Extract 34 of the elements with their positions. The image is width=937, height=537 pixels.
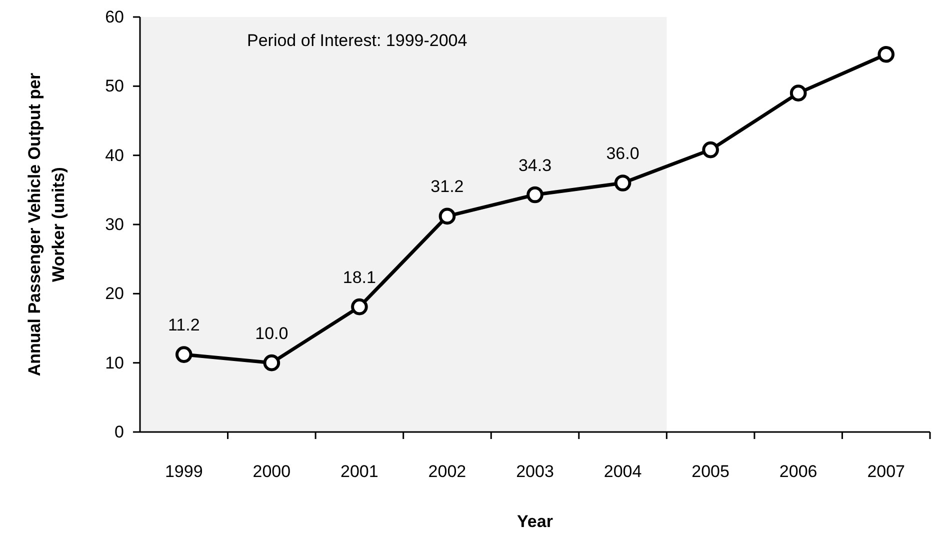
band-label: Period of Interest: 1999-2004 xyxy=(247,31,468,50)
x-tick-label: 2000 xyxy=(252,462,291,481)
point xyxy=(175,346,192,363)
y-tick-label: 60 xyxy=(105,7,124,26)
y-tick-label: 0 xyxy=(114,422,124,442)
y-axis-title: Annual Passenger Vehicle Output per Worker (units) xyxy=(25,72,68,376)
point xyxy=(438,208,456,225)
point xyxy=(614,174,632,192)
data-label: 34.3 xyxy=(518,156,552,175)
x-axis-title: Year xyxy=(517,512,554,531)
y-tick-label: 20 xyxy=(105,284,124,304)
x-tick-label: 2002 xyxy=(428,462,466,481)
data-label: 10.0 xyxy=(255,324,288,343)
x-tick-label: 2007 xyxy=(867,462,906,481)
y-tick-label: 30 xyxy=(105,214,124,234)
x-tick-label: 2005 xyxy=(692,462,730,481)
y-tick-label: 50 xyxy=(105,76,124,96)
data-label: 36.0 xyxy=(606,144,640,163)
data-label: 11.2 xyxy=(168,316,200,335)
x-tick-label: 2004 xyxy=(604,462,642,481)
x-tick-label: 2003 xyxy=(516,462,554,481)
point xyxy=(351,298,368,316)
point xyxy=(263,354,280,372)
x-tick-label: 2006 xyxy=(779,462,818,481)
point xyxy=(702,141,719,158)
y-tick-label: 40 xyxy=(105,146,124,165)
point xyxy=(526,186,544,204)
point xyxy=(878,46,895,63)
data-label: 31.2 xyxy=(430,177,464,196)
y-tick-label: 10 xyxy=(105,353,124,372)
x-tick-label: 1999 xyxy=(164,462,203,481)
data-label: 18.1 xyxy=(342,268,376,287)
x-tick-label: 2001 xyxy=(340,462,378,481)
point xyxy=(790,84,807,102)
